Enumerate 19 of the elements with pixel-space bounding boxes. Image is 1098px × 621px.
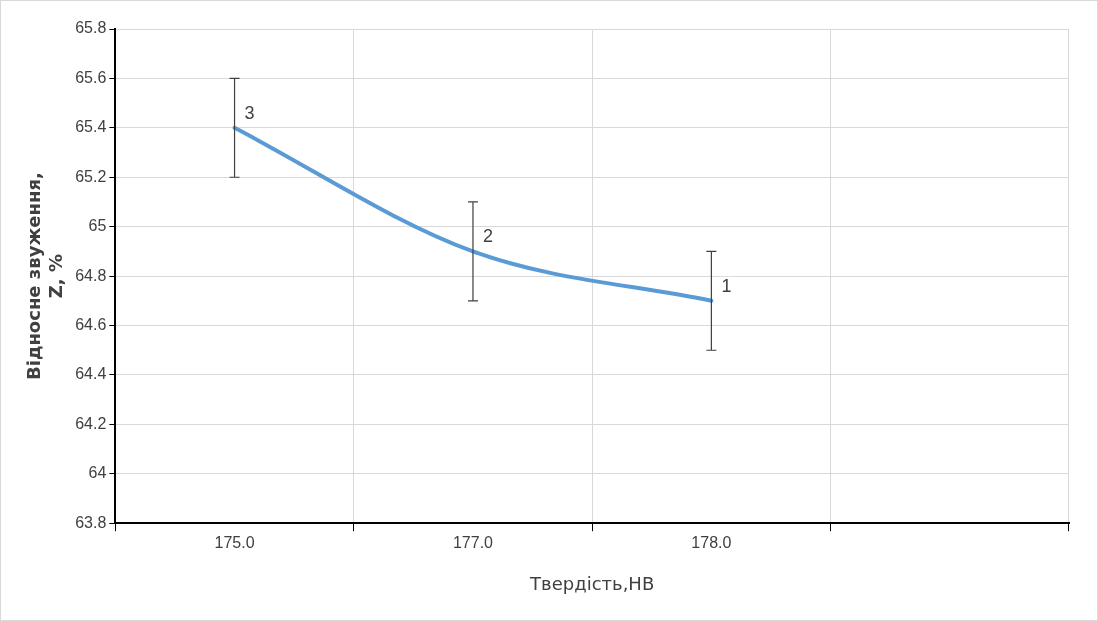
- y-tick-label: 64.4: [75, 365, 107, 383]
- y-tick-label: 65.4: [75, 118, 107, 136]
- x-tick-label: 175.0: [214, 534, 255, 552]
- y-tick-label: 65: [88, 217, 107, 235]
- y-tick-label: 65.8: [75, 19, 107, 37]
- x-axis-title: Твердість,HB: [529, 572, 655, 594]
- x-tick-label: 178.0: [691, 534, 732, 552]
- y-tick-label: 64.8: [75, 266, 107, 284]
- annotation: 3: [244, 102, 255, 123]
- y-tick-label: 64.2: [75, 414, 107, 432]
- annotation: 1: [721, 275, 732, 296]
- y-tick-label: 65.6: [75, 68, 107, 86]
- annotation: 2: [482, 226, 493, 247]
- y-tick-label: 64: [88, 464, 107, 482]
- x-tick-label: 177.0: [452, 534, 494, 552]
- y-axis-title: Відносне звуження, Z, %: [23, 172, 67, 380]
- y-tick-label: 63.8: [75, 513, 107, 531]
- y-tick-label: 65.2: [75, 167, 107, 185]
- y-tick-label: 64.6: [75, 315, 107, 333]
